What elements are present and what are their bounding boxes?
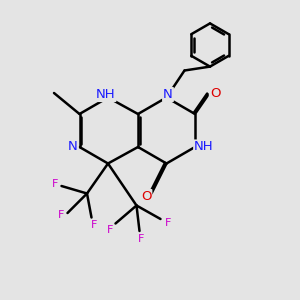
- Text: N: N: [163, 88, 173, 101]
- Text: F: F: [165, 218, 171, 229]
- Text: NH: NH: [194, 140, 214, 154]
- Text: F: F: [91, 220, 98, 230]
- Text: O: O: [210, 86, 220, 100]
- Text: F: F: [107, 225, 113, 235]
- Text: NH: NH: [96, 88, 116, 101]
- Text: N: N: [68, 140, 78, 154]
- Text: O: O: [141, 190, 152, 203]
- Text: F: F: [138, 234, 144, 244]
- Text: F: F: [52, 178, 58, 189]
- Text: F: F: [58, 210, 64, 220]
